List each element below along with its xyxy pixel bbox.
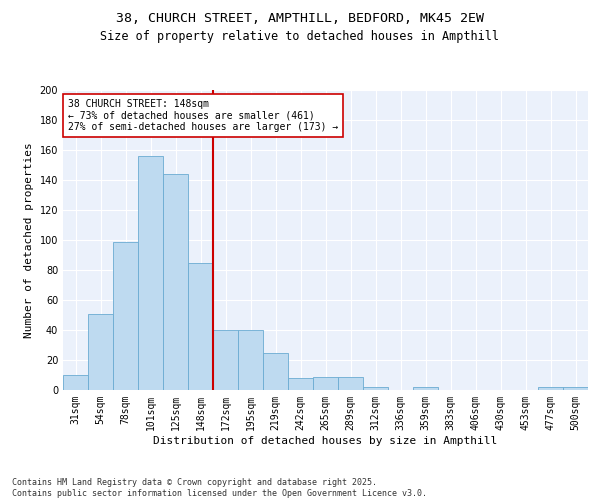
X-axis label: Distribution of detached houses by size in Ampthill: Distribution of detached houses by size … [154,436,497,446]
Bar [238,330,263,390]
Bar [138,156,163,390]
Text: 38, CHURCH STREET, AMPTHILL, BEDFORD, MK45 2EW: 38, CHURCH STREET, AMPTHILL, BEDFORD, MK… [116,12,484,26]
Bar [313,376,338,390]
Bar [88,314,113,390]
Text: 38 CHURCH STREET: 148sqm
← 73% of detached houses are smaller (461)
27% of semi-: 38 CHURCH STREET: 148sqm ← 73% of detach… [68,99,338,132]
Text: Contains HM Land Registry data © Crown copyright and database right 2025.
Contai: Contains HM Land Registry data © Crown c… [12,478,427,498]
Bar [413,387,438,390]
Bar [563,387,588,390]
Bar [163,174,188,390]
Bar [63,375,88,390]
Bar [213,330,238,390]
Text: Size of property relative to detached houses in Ampthill: Size of property relative to detached ho… [101,30,499,43]
Bar [538,387,563,390]
Bar [288,378,313,390]
Bar [188,262,213,390]
Bar [113,242,138,390]
Bar [338,376,363,390]
Bar [263,352,288,390]
Y-axis label: Number of detached properties: Number of detached properties [24,142,34,338]
Bar [363,387,388,390]
